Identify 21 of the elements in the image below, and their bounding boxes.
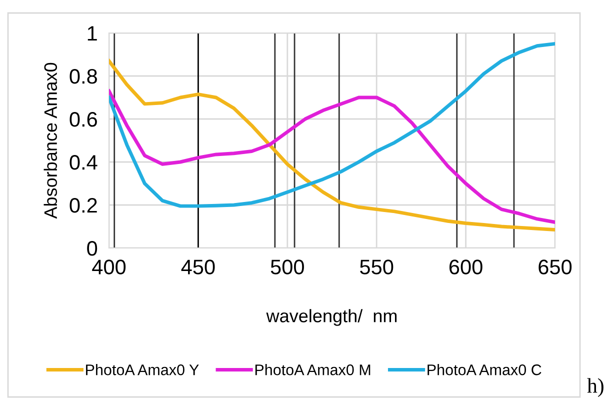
x-tick-label: 550 <box>360 260 394 274</box>
x-tick-label: 600 <box>449 260 482 274</box>
line-series <box>109 89 555 224</box>
legend-label: PhotoA Amax0 M <box>255 364 370 376</box>
y-tick-label: 0.4 <box>70 155 98 170</box>
x-tick-label: 450 <box>181 260 215 274</box>
y-axis-title: Absorbance Amax0 <box>44 62 58 219</box>
legend-label: PhotoA Amax0 Y <box>86 364 199 376</box>
x-tick-label: 400 <box>92 260 126 274</box>
y-tick-label: 0 <box>87 241 98 256</box>
y-tick-label: 1 <box>88 26 97 41</box>
line-series <box>109 59 555 232</box>
y-tick-label: 0.2 <box>70 198 97 213</box>
text: h) <box>587 378 604 397</box>
y-tick-label: 0.6 <box>70 112 97 127</box>
legend-label: PhotoA Amax0 C <box>428 364 542 376</box>
x-tick-label: 500 <box>270 260 304 274</box>
x-tick-label: 650 <box>538 260 572 274</box>
y-tick-label: 0.8 <box>70 69 97 84</box>
line-series <box>109 42 555 208</box>
x-axis-title: wavelength/ nm <box>266 309 397 326</box>
